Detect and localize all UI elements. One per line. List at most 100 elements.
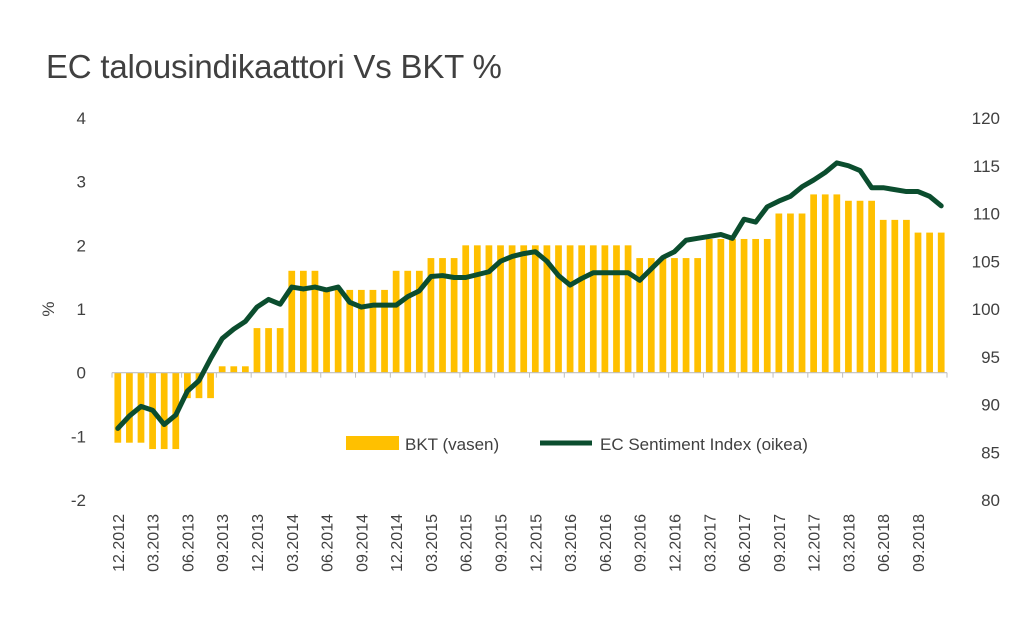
bar [601,245,609,373]
bar [578,245,586,373]
bar [485,245,493,373]
bar [636,258,644,373]
x-tick-label: 03.2014 [285,514,302,572]
left-y-axis-ticks: 4 3 2 1 0 -1 -2 [71,109,86,510]
bar [659,258,667,373]
bar [207,372,214,399]
right-y-tick-label: 115 [973,157,1000,176]
bar [473,245,481,373]
bar [218,366,226,373]
right-y-tick-label: 105 [972,252,1000,271]
bar [879,219,887,373]
bar [856,200,864,373]
bar [810,194,817,373]
bar [613,245,620,373]
right-y-tick-label: 110 [973,205,1000,224]
x-tick-label: 09.2017 [772,514,789,572]
left-y-tick-label: 3 [77,173,86,192]
legend-label-sentiment: EC Sentiment Index (oikea) [600,435,808,454]
bar [787,213,794,373]
bar [427,258,435,373]
legend-swatch-bkt [346,436,399,450]
bar [462,245,470,373]
x-axis-ticks: 12.2012 03.2013 06.2013 09.2013 12.2013 03.20… [111,514,928,572]
right-y-axis-ticks: 120 115 110 105 100 95 90 85 80 [972,109,1000,510]
bar [276,328,284,373]
right-y-tick-label: 95 [981,348,1000,367]
left-y-tick-label: -2 [71,491,86,510]
bar [914,232,922,373]
legend: BKT (vasen) EC Sentiment Index (oikea) [346,435,808,454]
bar [833,194,841,373]
legend-label-bkt: BKT (vasen) [405,435,499,454]
bar [903,219,910,373]
sentiment-line [115,160,944,431]
bar [126,372,133,443]
x-tick-label: 12.2015 [528,514,545,572]
bar [357,289,365,373]
right-y-tick-label: 120 [972,109,1000,128]
x-tick-label: 03.2016 [563,514,580,572]
bar [682,258,690,373]
bar [821,194,829,373]
x-tick-label: 09.2018 [911,514,928,572]
x-tick-label: 12.2016 [668,514,685,572]
bar [404,270,412,373]
bar [369,289,377,373]
bar [543,245,551,373]
right-y-tick-label: 80 [981,491,1000,510]
line-series [115,160,944,431]
x-tick-label: 12.2017 [807,514,824,572]
bar [195,372,203,399]
right-y-tick-label: 100 [972,300,1000,319]
bar [497,245,504,373]
bar [450,258,458,373]
x-tick-label: 09.2016 [633,514,650,572]
bar [439,258,446,373]
right-y-tick-label: 90 [981,396,1000,415]
bar [555,245,562,373]
bar [508,245,516,373]
bar [763,238,771,373]
x-tick-label: 06.2015 [459,514,476,572]
x-tick-label: 03.2018 [841,514,858,572]
bar [729,238,736,373]
bar [531,245,539,373]
x-tick-label: 09.2015 [494,514,511,572]
bar [752,238,760,373]
x-tick-label: 06.2018 [876,514,893,572]
bar [566,245,574,373]
x-tick-label: 06.2017 [737,514,754,572]
x-tick-label: 03.2015 [424,514,441,572]
bar [184,372,191,399]
bar [589,245,597,373]
x-tick-label: 06.2014 [320,514,337,572]
left-y-tick-label: -1 [71,427,86,446]
bar [868,200,875,373]
bar [114,372,122,443]
x-tick-label: 06.2013 [180,514,197,572]
bar [230,366,238,373]
x-tick-label: 03.2017 [702,514,719,572]
bar [253,328,261,373]
bar [299,270,307,373]
x-tick-label: 12.2014 [389,514,406,572]
left-y-axis-label: % [39,301,58,316]
bar [647,258,655,373]
chart-title: EC talousindikaattori Vs BKT % [46,48,502,85]
bar [334,289,342,373]
bar [288,270,296,373]
x-tick-label: 06.2016 [598,514,615,572]
bar [415,270,423,373]
x-tick-label: 09.2013 [215,514,232,572]
x-tick-label: 12.2012 [111,514,128,572]
bar-series [114,194,945,450]
bar [937,232,945,373]
bar [694,258,702,373]
bar [775,213,783,373]
bar [740,238,748,373]
bar [520,245,528,373]
bar [323,289,330,373]
bar [926,232,933,373]
bar [624,245,632,373]
